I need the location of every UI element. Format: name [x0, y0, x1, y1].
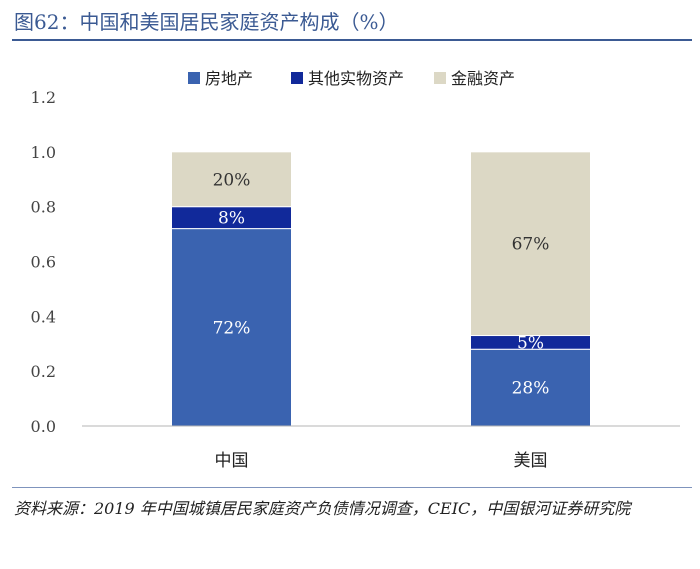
- bar-data-label: 72%: [213, 318, 251, 338]
- y-tick-label: 0.4: [31, 307, 56, 326]
- y-tick-label: 0.2: [31, 362, 56, 381]
- bar-segment: [470, 151, 591, 337]
- legend: 房地产 其他实物资产 金融资产: [188, 69, 515, 88]
- source-divider: [12, 487, 692, 488]
- bar-data-labels: 72% 8% 20% 28% 5% 67%: [213, 170, 550, 398]
- title-divider: [12, 39, 692, 41]
- legend-label: 房地产: [205, 69, 253, 88]
- x-axis: 中国 美国: [82, 425, 680, 471]
- x-category-label: 美国: [514, 451, 548, 471]
- y-axis: 0.0 0.2 0.4 0.6 0.8 1.0 1.2: [31, 88, 56, 436]
- bars: [171, 151, 591, 427]
- bar-data-label: 5%: [517, 333, 544, 353]
- legend-label: 其他实物资产: [308, 69, 404, 88]
- bar-data-label: 67%: [512, 235, 550, 255]
- y-tick-label: 1.0: [31, 143, 56, 162]
- figure-title: 图62：中国和美国居民家庭资产构成（%）: [14, 10, 399, 34]
- bar-data-label: 20%: [213, 170, 251, 190]
- x-category-label: 中国: [215, 451, 249, 471]
- y-tick-label: 0.0: [31, 417, 56, 436]
- bar-data-label: 8%: [218, 209, 245, 229]
- legend-swatch: [434, 72, 446, 84]
- bar-segment: [470, 348, 591, 427]
- bar-data-label: 28%: [512, 379, 550, 399]
- stacked-bar-chart: 0.0 0.2 0.4 0.6 0.8 1.0 1.2 72% 8% 20% 28% 5% 67% 中…: [31, 69, 680, 471]
- bar-segment: [171, 151, 292, 208]
- legend-swatch: [291, 72, 303, 84]
- y-tick-label: 1.2: [31, 88, 56, 107]
- source-note: 资料来源：2019 年中国城镇居民家庭资产负债情况调查，CEIC，中国银河证券研…: [14, 499, 631, 518]
- bar-segment: [171, 228, 292, 427]
- y-tick-label: 0.8: [31, 198, 56, 217]
- y-tick-label: 0.6: [31, 253, 56, 272]
- legend-swatch: [188, 72, 200, 84]
- legend-label: 金融资产: [451, 69, 515, 88]
